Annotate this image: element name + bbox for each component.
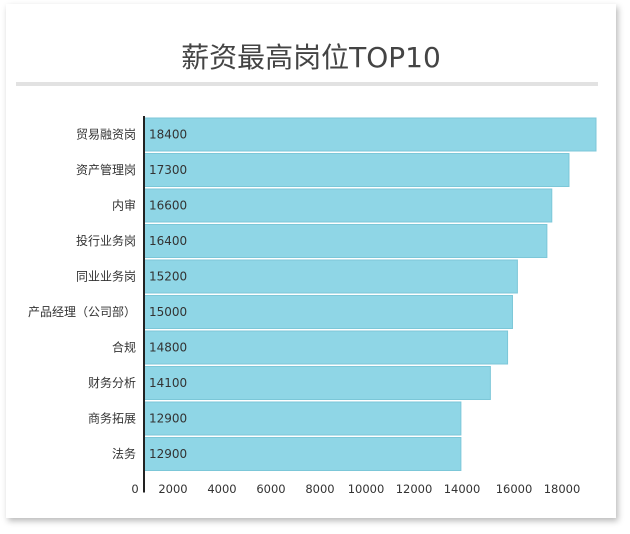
bar-1 — [143, 153, 570, 187]
value-label-2: 16600 — [149, 199, 187, 213]
bar-5 — [143, 295, 513, 329]
x-tick-label-4: 8000 — [305, 482, 334, 496]
bar-3 — [143, 224, 548, 258]
bar-6 — [143, 330, 509, 365]
x-tick-label-3: 6000 — [256, 482, 285, 496]
value-label-6: 14800 — [149, 341, 187, 355]
value-label-4: 15200 — [149, 270, 187, 284]
chart-title: 薪资最高岗位TOP10 — [181, 41, 441, 74]
category-label-2: 内审 — [112, 198, 136, 213]
value-label-7: 14100 — [149, 376, 187, 390]
title-divider — [16, 82, 598, 86]
bar-0 — [143, 117, 597, 152]
category-label-8: 商务拓展 — [88, 411, 136, 426]
x-tick-label-0: 0 — [131, 482, 138, 496]
category-label-5: 产品经理（公司部） — [28, 304, 136, 319]
value-label-9: 12900 — [149, 447, 187, 461]
x-tick-label-5: 10000 — [348, 482, 385, 496]
category-label-4: 同业业务岗 — [76, 269, 136, 284]
category-label-7: 财务分析 — [88, 375, 136, 390]
value-label-0: 18400 — [149, 128, 187, 142]
value-label-8: 12900 — [149, 412, 187, 426]
bar-4 — [143, 259, 518, 294]
bar-2 — [143, 188, 553, 223]
value-label-3: 16400 — [149, 234, 187, 248]
bar-7 — [143, 366, 491, 400]
bar-9 — [143, 437, 462, 471]
x-tick-label-6: 12000 — [396, 482, 433, 496]
chart-card: 薪资最高岗位TOP10 贸易融资岗 18400 资产管理岗 17300 内审 16600 投… — [6, 4, 616, 518]
x-tick-label-2: 4000 — [207, 482, 236, 496]
value-label-5: 15000 — [149, 305, 187, 319]
x-tick-label-8: 16000 — [496, 482, 533, 496]
value-label-1: 17300 — [149, 163, 187, 177]
category-label-0: 贸易融资岗 — [76, 128, 136, 142]
x-tick-label-1: 2000 — [158, 482, 187, 496]
x-tick-label-7: 14000 — [444, 482, 481, 496]
category-label-6: 合规 — [112, 340, 136, 355]
bar-chart: 贸易融资岗 18400 资产管理岗 17300 内审 16600 投行业务岗 16400 同业业… — [28, 116, 597, 496]
bar-8 — [143, 401, 462, 436]
category-label-1: 资产管理岗 — [76, 162, 136, 177]
x-tick-label-9: 18000 — [544, 482, 581, 496]
category-label-3: 投行业务岗 — [76, 233, 136, 248]
category-label-9: 法务 — [112, 446, 136, 461]
